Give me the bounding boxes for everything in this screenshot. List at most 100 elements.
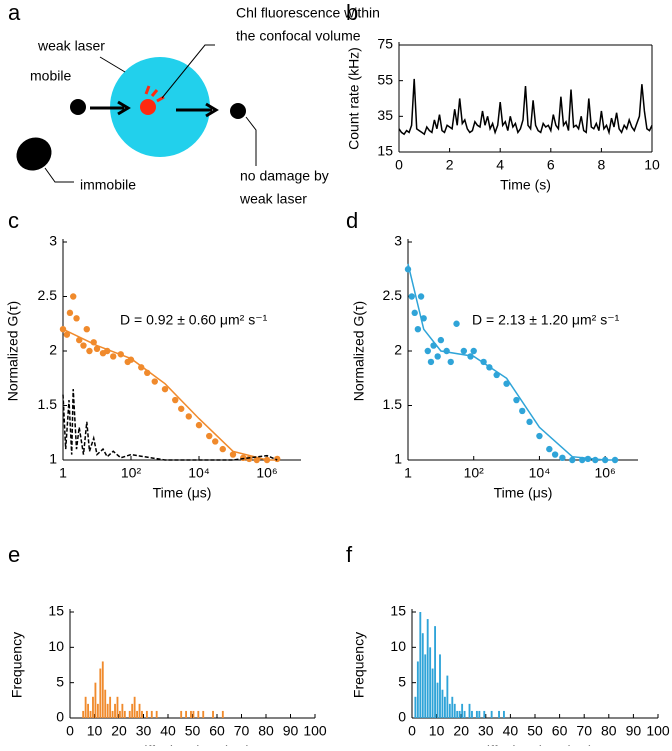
data-point [460,347,468,355]
y-tick-label: 5 [56,673,64,689]
histogram-bar [190,710,192,718]
x-tick-label: 30 [478,723,494,739]
histogram-bar [119,710,121,718]
leader [161,44,215,99]
histogram-bar [424,654,427,718]
histogram-bar [150,710,153,718]
data-point [424,347,431,355]
particle [70,99,86,115]
histogram-bar [212,710,214,718]
histogram-bar [99,668,102,718]
histogram-bar [446,675,449,718]
y-axis-label: Normalized G(τ) [351,301,367,401]
arrow [176,102,219,118]
histogram-bar [145,710,148,718]
particle [230,103,246,119]
histogram-bar [475,710,478,718]
histogram-bar [114,703,116,718]
x-tick-label: 10 [429,723,445,739]
x-tick-label: 40 [503,723,519,739]
histogram-bar [463,710,466,718]
histogram-bar [421,633,424,718]
data-point [63,331,71,338]
x-tick-label: 0 [408,723,416,739]
data-point [437,336,445,344]
histogram-bar [155,710,158,718]
leader [99,56,126,73]
data-point [611,456,619,464]
histogram-bar [197,710,200,718]
y-tick-label: 1 [49,451,57,467]
y-tick-label: 3 [394,233,402,249]
x-tick-label: 10⁴ [529,465,551,481]
y-tick-label: 2 [49,342,57,358]
diagram-text: immobile [80,177,136,193]
diagram-text: mobile [30,68,71,84]
data-point [240,454,247,462]
x-tick-label: 1 [59,465,67,481]
x-tick-label: 90 [283,723,299,739]
histogram-bar [471,710,473,718]
data-point [161,385,169,393]
data-point [592,456,599,464]
histogram-bar [101,661,104,718]
histogram-bar [111,710,114,718]
data-point [229,451,237,458]
data-point [66,309,74,317]
data-point [417,293,425,300]
x-tick-label: 80 [258,723,274,739]
data-point [110,353,117,360]
data-point [83,326,90,333]
histogram-bar [443,696,446,718]
leader [245,116,257,166]
x-tick-label: 90 [626,723,642,739]
y-axis-label: Count rate (kHz) [346,47,362,150]
fit-curve [407,263,615,461]
histogram-bar [123,710,126,718]
histogram-bar [141,710,143,718]
y-tick-label: 3 [49,233,57,249]
y-tick-label: 35 [377,107,393,123]
x-tick-label: 60 [209,723,225,739]
data-point [427,358,435,366]
data-point [80,342,87,349]
histogram-bar [441,689,444,718]
histogram-bar [451,696,454,718]
x-tick-label: 40 [160,723,176,739]
histogram-bar [133,696,136,718]
data-point [274,455,281,463]
histogram-bar [414,696,417,718]
y-tick-label: 2.5 [383,287,403,303]
histogram-bar [453,703,456,718]
fit-curve [62,328,278,461]
data-point [195,421,203,429]
y-tick-label: 5 [398,673,406,689]
histogram-bar [439,654,441,718]
x-tick-label: 10² [121,465,142,481]
data-point [503,380,510,387]
data-point [551,451,559,458]
histogram-bar [109,696,112,718]
histogram-bar [434,626,436,718]
x-tick-label: 10² [464,465,485,481]
panel-label: b [346,0,358,25]
data-point [559,454,566,462]
y-tick-label: 1 [394,451,402,467]
data-point [93,345,101,353]
histogram-bar [416,661,419,718]
y-tick-label: 75 [377,36,393,52]
x-axis-label: Time (μs) [153,485,212,501]
histogram-bar [89,710,92,718]
diagram-text: weak laser [239,191,307,207]
annotation: D = 2.13 ± 1.20 μm² s⁻¹ [472,312,620,328]
data-point [178,405,185,412]
x-tick-label: 50 [527,723,543,739]
x-tick-label: 100 [646,723,670,739]
diagram: Chl fluorescence within the confocal vol… [16,5,380,207]
y-tick-label: 2 [394,342,402,358]
histogram-bar [202,710,205,718]
histogram-bar [419,612,422,718]
data-point [151,378,158,385]
x-axis-label: Time (s) [500,177,551,193]
x-tick-label: 10⁴ [188,465,210,481]
